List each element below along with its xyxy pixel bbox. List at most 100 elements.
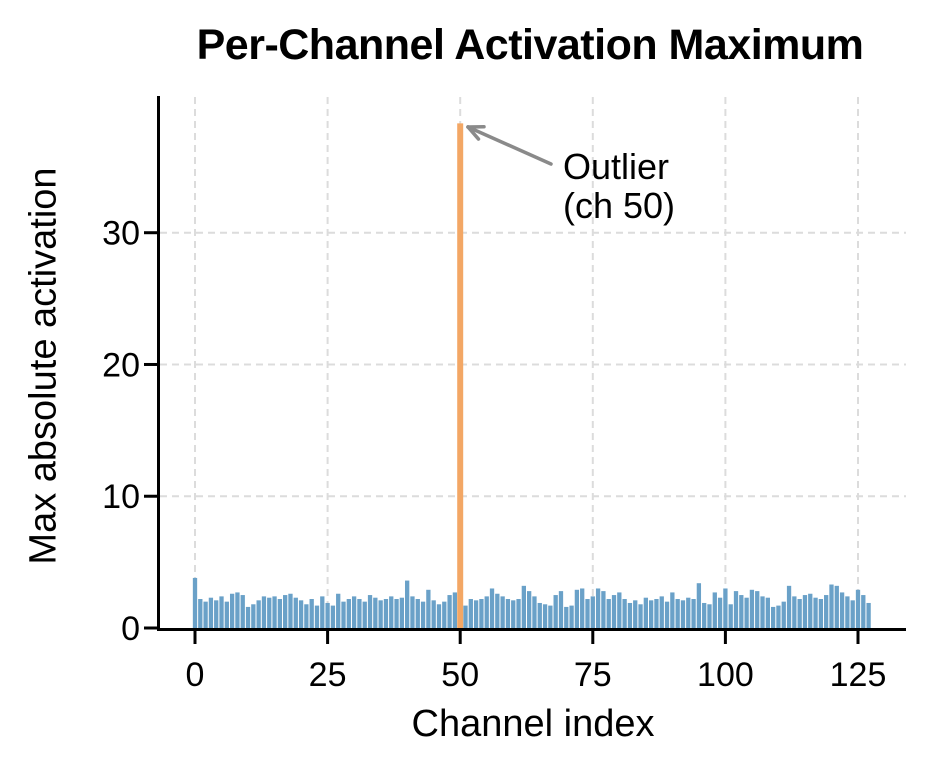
outlier-bar — [457, 123, 464, 629]
bar — [850, 600, 855, 629]
x-tick-label: 75 — [574, 656, 612, 694]
bar — [654, 599, 659, 629]
bar — [839, 592, 845, 629]
bar — [208, 597, 214, 629]
bar — [595, 588, 601, 629]
bar — [309, 599, 314, 629]
bar — [606, 599, 611, 629]
chart-title: Per-Channel Activation Maximum — [196, 21, 864, 69]
bar — [776, 605, 781, 629]
bar — [855, 589, 861, 629]
bar — [346, 599, 351, 629]
bar — [824, 595, 829, 629]
y-tick-label: 30 — [102, 215, 140, 253]
x-tick-label: 50 — [441, 656, 479, 694]
bar — [489, 588, 495, 629]
bar — [256, 600, 261, 629]
bar — [283, 595, 288, 629]
bar — [405, 580, 410, 629]
bar — [580, 588, 585, 629]
bar — [500, 596, 505, 629]
y-tick-label: 20 — [102, 346, 140, 384]
bar — [569, 605, 574, 629]
bar — [373, 597, 378, 629]
bar — [834, 585, 839, 629]
bar — [680, 600, 686, 629]
bar — [611, 595, 617, 629]
bar — [442, 601, 447, 629]
bar — [802, 595, 808, 629]
bar — [272, 596, 277, 629]
bar — [320, 596, 325, 629]
bar — [351, 596, 357, 629]
annotation-arrow-shaft — [466, 125, 553, 166]
bar — [590, 596, 595, 629]
bar — [728, 604, 733, 629]
bar — [648, 600, 654, 629]
bar — [415, 599, 420, 629]
bar — [399, 597, 405, 629]
bar — [511, 600, 516, 629]
bar — [277, 599, 283, 629]
bar — [617, 592, 622, 629]
bar — [781, 601, 786, 629]
bar — [367, 595, 373, 629]
bar — [638, 604, 643, 629]
bar — [288, 593, 293, 629]
bar — [564, 606, 569, 629]
bar — [357, 599, 362, 629]
bar — [420, 601, 426, 629]
bar — [516, 599, 521, 629]
bar — [495, 593, 500, 629]
y-tick-label: 10 — [102, 478, 140, 516]
bar — [760, 596, 765, 629]
bar — [261, 596, 267, 629]
bar — [336, 593, 341, 629]
bar — [765, 597, 770, 629]
bar — [749, 589, 755, 629]
bar — [389, 596, 394, 629]
bar — [203, 601, 208, 629]
x-axis-label: Channel index — [411, 703, 655, 745]
bar — [532, 596, 537, 629]
bar — [633, 600, 638, 629]
bar — [527, 591, 532, 629]
bar — [797, 599, 802, 629]
bar — [251, 604, 256, 629]
bar — [770, 606, 776, 629]
outlier-annotation-line2: (ch 50) — [563, 185, 676, 226]
bar — [330, 605, 336, 629]
outlier-annotation: Outlier (ch 50) — [563, 147, 675, 225]
outlier-annotation-line1: Outlier — [563, 146, 670, 187]
bar — [675, 599, 680, 629]
bar — [479, 599, 484, 629]
bar — [304, 604, 309, 629]
bar — [473, 600, 479, 629]
annotation-arrow-head — [466, 125, 481, 141]
bar — [410, 596, 415, 629]
bar — [659, 596, 664, 629]
bar — [362, 601, 367, 629]
bar — [643, 597, 648, 629]
bar — [712, 592, 717, 629]
bar — [664, 601, 670, 629]
bar — [198, 599, 203, 629]
bar — [553, 595, 558, 629]
bar — [702, 602, 707, 629]
bar — [861, 595, 866, 629]
bar — [542, 604, 548, 629]
bar — [786, 585, 792, 629]
bar — [325, 602, 330, 629]
x-tick-label: 0 — [186, 656, 205, 694]
bar — [229, 593, 235, 629]
bar — [192, 577, 198, 629]
bar — [548, 605, 553, 629]
bar — [717, 597, 723, 629]
bar — [298, 600, 304, 629]
bar — [744, 597, 749, 629]
bar — [601, 591, 606, 629]
x-tick-label: 125 — [830, 656, 887, 694]
bar — [484, 596, 489, 629]
bar — [723, 588, 728, 629]
